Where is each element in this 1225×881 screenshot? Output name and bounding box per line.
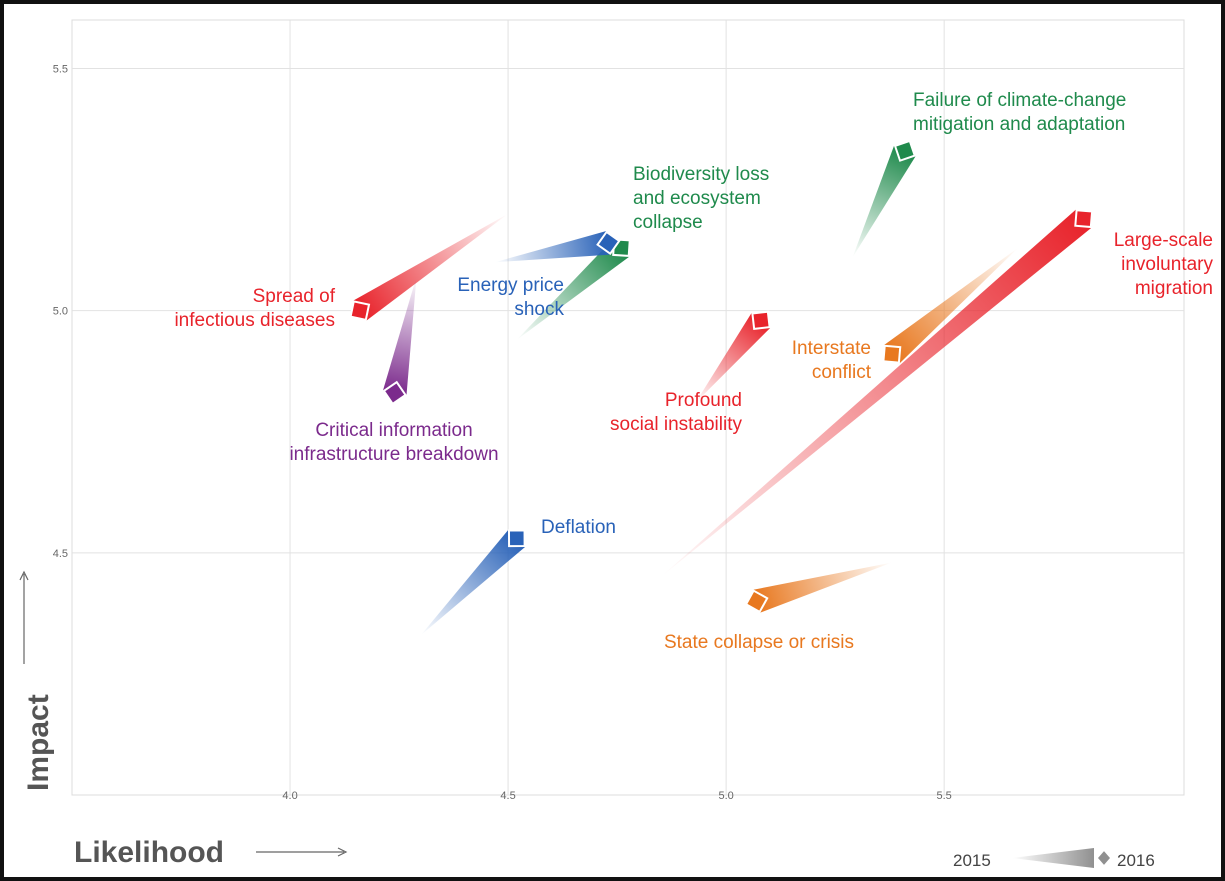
trend-arrow-failure-of-climate-change-mitigation-and-adaptation xyxy=(852,145,916,258)
trend-arrow-large-scale-involuntary-migration xyxy=(660,209,1092,578)
trend-arrow-energy-price-shock xyxy=(494,230,611,263)
risk-label-line: mitigation and adaptation xyxy=(913,114,1125,135)
trend-arrow-biodiversity-loss-and-ecosystem-collapse xyxy=(516,238,630,340)
risk-label-spread-of-infectious-diseases: Spread of infectious diseases xyxy=(174,286,335,331)
risk-label-line: Profound xyxy=(665,390,742,411)
risk-label-line: migration xyxy=(1135,278,1213,299)
trend-arrow-deflation xyxy=(420,529,526,636)
marker-2016-critical-information-infrastructure-breakdown xyxy=(382,380,407,406)
y-tick-label: 5.5 xyxy=(53,63,68,75)
y-axis-title: Impact xyxy=(22,694,55,791)
legend-2015-label: 2015 xyxy=(953,851,991,870)
risk-label-line: collapse xyxy=(633,212,703,233)
legend-2016-label: 2016 xyxy=(1117,851,1155,870)
risk-chart: 4.0 4.5 5.0 5.5 4.5 5.0 5.5 Failure of climate… xyxy=(19,19,1214,870)
marker-2016-spread-of-infectious-diseases xyxy=(349,300,371,322)
risk-label-line: and ecosystem xyxy=(633,188,761,209)
risk-label-interstate-conflict: Interstate conflict xyxy=(792,338,872,383)
x-axis-title: Likelihood xyxy=(74,836,224,869)
y-tick-label: 5.0 xyxy=(53,306,68,318)
x-axis-arrowhead xyxy=(337,847,348,857)
y-tick-label: 4.5 xyxy=(53,548,68,560)
trend-arrow-state-collapse-or-crisis xyxy=(753,562,892,613)
legend-2016-marker xyxy=(1096,848,1112,868)
legend: 2015 2016 xyxy=(953,848,1155,870)
risk-label-line: Failure of climate-change xyxy=(913,90,1126,111)
risk-label-failure-of-climate-change-mitigation-and-adaptation: Failure of climate-change mitigation and … xyxy=(913,90,1126,135)
x-tick-label: 4.0 xyxy=(282,790,297,802)
marker-2016-energy-price-shock xyxy=(596,230,621,256)
x-tick-label: 5.5 xyxy=(937,790,952,802)
marker-2016-interstate-conflict xyxy=(882,344,902,364)
marker-2016-profound-social-instability xyxy=(751,310,771,331)
marker-2016-failure-of-climate-change-mitigation-and-adaptation xyxy=(893,139,917,162)
x-tick-label: 4.5 xyxy=(500,790,515,802)
trend-arrow-interstate-conflict xyxy=(884,247,1019,364)
y-axis-arrowhead xyxy=(19,570,29,581)
trend-arrow-critical-information-infrastructure-breakdown xyxy=(382,276,417,396)
marker-2016-deflation xyxy=(507,529,526,548)
trend-arrow-profound-social-instability xyxy=(695,312,771,403)
risk-label-line: Energy price xyxy=(457,275,564,296)
risk-label-line: involuntary xyxy=(1121,254,1213,275)
x-tick-label: 5.0 xyxy=(718,790,733,802)
risk-label-line: Deflation xyxy=(541,517,616,538)
risk-label-biodiversity-loss-and-ecosystem-collapse: Biodiversity loss and ecosystem collapse xyxy=(633,164,769,233)
risk-label-line: Biodiversity loss xyxy=(633,164,769,185)
risk-label-line: shock xyxy=(514,299,564,320)
risk-label-large-scale-involuntary-migration: Large-scale involuntary migration xyxy=(1114,230,1214,299)
risk-label-line: Large-scale xyxy=(1114,230,1213,251)
marker-2016-large-scale-involuntary-migration xyxy=(1074,209,1094,229)
risk-label-line: Interstate xyxy=(792,338,871,359)
risk-label-state-collapse-or-crisis: State collapse or crisis xyxy=(664,632,854,653)
risk-label-deflation: Deflation xyxy=(541,517,616,538)
risk-label-line: infectious diseases xyxy=(174,310,335,331)
risk-label-profound-social-instability: Profound social instability xyxy=(610,390,742,435)
risk-label-line: State collapse or crisis xyxy=(664,632,854,653)
risk-label-line: infrastructure breakdown xyxy=(289,444,498,465)
legend-arrow xyxy=(1012,848,1094,868)
risk-label-line: conflict xyxy=(812,362,872,383)
risk-label-line: Spread of xyxy=(253,286,336,307)
trend-arrow-spread-of-infectious-diseases xyxy=(353,213,509,321)
risk-label-line: Critical information xyxy=(315,420,472,441)
marker-2016-state-collapse-or-crisis xyxy=(744,589,769,614)
plot-area-border xyxy=(71,19,1185,796)
risk-label-energy-price-shock: Energy price shock xyxy=(457,275,564,320)
risk-label-critical-information-infrastructure-breakdown: Critical information infrastructure break… xyxy=(289,420,498,465)
risk-label-line: social instability xyxy=(610,414,742,435)
